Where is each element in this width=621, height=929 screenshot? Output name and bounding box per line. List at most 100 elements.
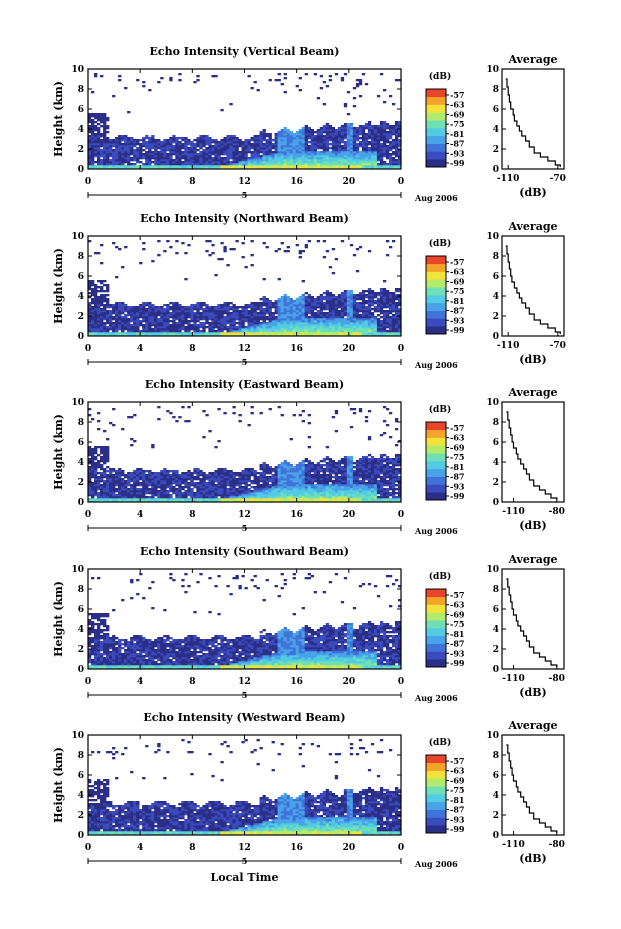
- heatmap-cell: [238, 310, 242, 313]
- heatmap-cell: [220, 474, 224, 477]
- heatmap-cell: [235, 143, 239, 146]
- heatmap-cell: [250, 328, 254, 331]
- heatmap-cell: [313, 312, 318, 315]
- heatmap-cell: [196, 486, 200, 489]
- heatmap-cell: [97, 460, 101, 463]
- heatmap-cell: [136, 470, 140, 473]
- heatmap-cell: [388, 304, 393, 307]
- heatmap-cell: [382, 165, 387, 168]
- heatmap-cell: [217, 316, 221, 319]
- heatmap-cell: [337, 145, 342, 148]
- heatmap-cell: [232, 143, 236, 146]
- heatmap-cell: [97, 488, 101, 491]
- heatmap-cell: [361, 141, 366, 144]
- heatmap-cell: [181, 332, 185, 335]
- heatmap-cell: [184, 306, 188, 309]
- heatmap-cell: [307, 332, 312, 335]
- heatmap-cell: [247, 145, 251, 148]
- heatmap-cell: [88, 484, 92, 487]
- heatmap-cell: [235, 496, 239, 499]
- heatmap-cell: [172, 474, 176, 477]
- heatmap-cell: [295, 167, 299, 170]
- heatmap-cell: [199, 137, 203, 140]
- heatmap-cell: [310, 147, 315, 150]
- heatmap-cell: [259, 143, 263, 146]
- heatmap-cell: [346, 139, 351, 142]
- heatmap-cell: [346, 312, 351, 315]
- heatmap-cell: [253, 137, 257, 140]
- heatmap-cell: [304, 332, 308, 335]
- heatmap-cell: [133, 318, 137, 321]
- heatmap-cell: [157, 155, 161, 158]
- heatmap-cell: [322, 326, 327, 329]
- heatmap-cell: [184, 147, 188, 150]
- heatmap-cell: [130, 306, 134, 309]
- heatmap-cell: [175, 310, 179, 313]
- heatmap-cell: [385, 290, 390, 293]
- heatmap-cell: [298, 157, 302, 160]
- heatmap-cell: [346, 314, 351, 317]
- heatmap-cell: [352, 294, 357, 297]
- heatmap-cell: [391, 131, 396, 134]
- heatmap-cell: [127, 472, 131, 475]
- heatmap-cell: [364, 334, 369, 337]
- heatmap-cell: [358, 161, 363, 164]
- heatmap-cell: [154, 322, 158, 325]
- heatmap-cell: [223, 476, 227, 479]
- heatmap-cell: [250, 161, 254, 164]
- heatmap-cell: [184, 498, 188, 501]
- heatmap-cell: [193, 165, 197, 168]
- heatmap-cell: [103, 165, 107, 168]
- heatmap-cell: [346, 290, 351, 293]
- heatmap-cell: [316, 314, 321, 317]
- heatmap-cell: [328, 320, 333, 323]
- heatmap-cell: [142, 302, 146, 305]
- heatmap-cell: [202, 141, 206, 144]
- heatmap-cell: [397, 334, 402, 337]
- heatmap-cell: [115, 328, 119, 331]
- heatmap-cell: [124, 157, 128, 160]
- heatmap-cell: [91, 492, 95, 495]
- heatmap-cell: [388, 330, 393, 333]
- heatmap-cell: [130, 167, 134, 170]
- heatmap-cell: [91, 452, 95, 455]
- heatmap-cell: [103, 488, 107, 491]
- heatmap-cell: [163, 474, 167, 477]
- heatmap-cell: [253, 328, 257, 331]
- heatmap-cell: [256, 314, 260, 317]
- heatmap-cell: [160, 472, 164, 475]
- heatmap-cell: [247, 476, 251, 479]
- heatmap-cell: [202, 312, 206, 315]
- heatmap-cell: [109, 165, 113, 168]
- heatmap-cell: [331, 151, 336, 154]
- heatmap-cell: [307, 127, 312, 130]
- heatmap-cell: [163, 326, 167, 329]
- heatmap-cell: [151, 332, 155, 335]
- heatmap-cell: [220, 490, 224, 493]
- heatmap-cell: [172, 470, 176, 473]
- heatmap-cell: [232, 306, 236, 309]
- heatmap-cell: [202, 324, 206, 327]
- heatmap-cell: [367, 149, 372, 152]
- heatmap-cell: [139, 482, 143, 485]
- heatmap-cell: [106, 310, 110, 313]
- heatmap-cell: [310, 137, 315, 140]
- heatmap-cell: [100, 448, 104, 451]
- heatmap-cell: [205, 157, 209, 160]
- heatmap-cell: [88, 472, 92, 475]
- heatmap-cell: [127, 480, 131, 483]
- heatmap-cell: [136, 496, 140, 499]
- heatmap-cell: [238, 420, 242, 423]
- heatmap-cell: [121, 428, 125, 431]
- heatmap-cell: [106, 153, 110, 156]
- heatmap-cell: [103, 143, 107, 146]
- heatmap-cell: [319, 133, 324, 136]
- heatmap-cell: [217, 141, 221, 144]
- heatmap-cell: [304, 163, 308, 166]
- heatmap-cell: [286, 159, 290, 162]
- heatmap-cell: [181, 310, 185, 313]
- heatmap-cell: [358, 129, 363, 132]
- heatmap-cell: [178, 332, 182, 335]
- heatmap-cell: [283, 129, 287, 132]
- heatmap-cell: [115, 500, 119, 503]
